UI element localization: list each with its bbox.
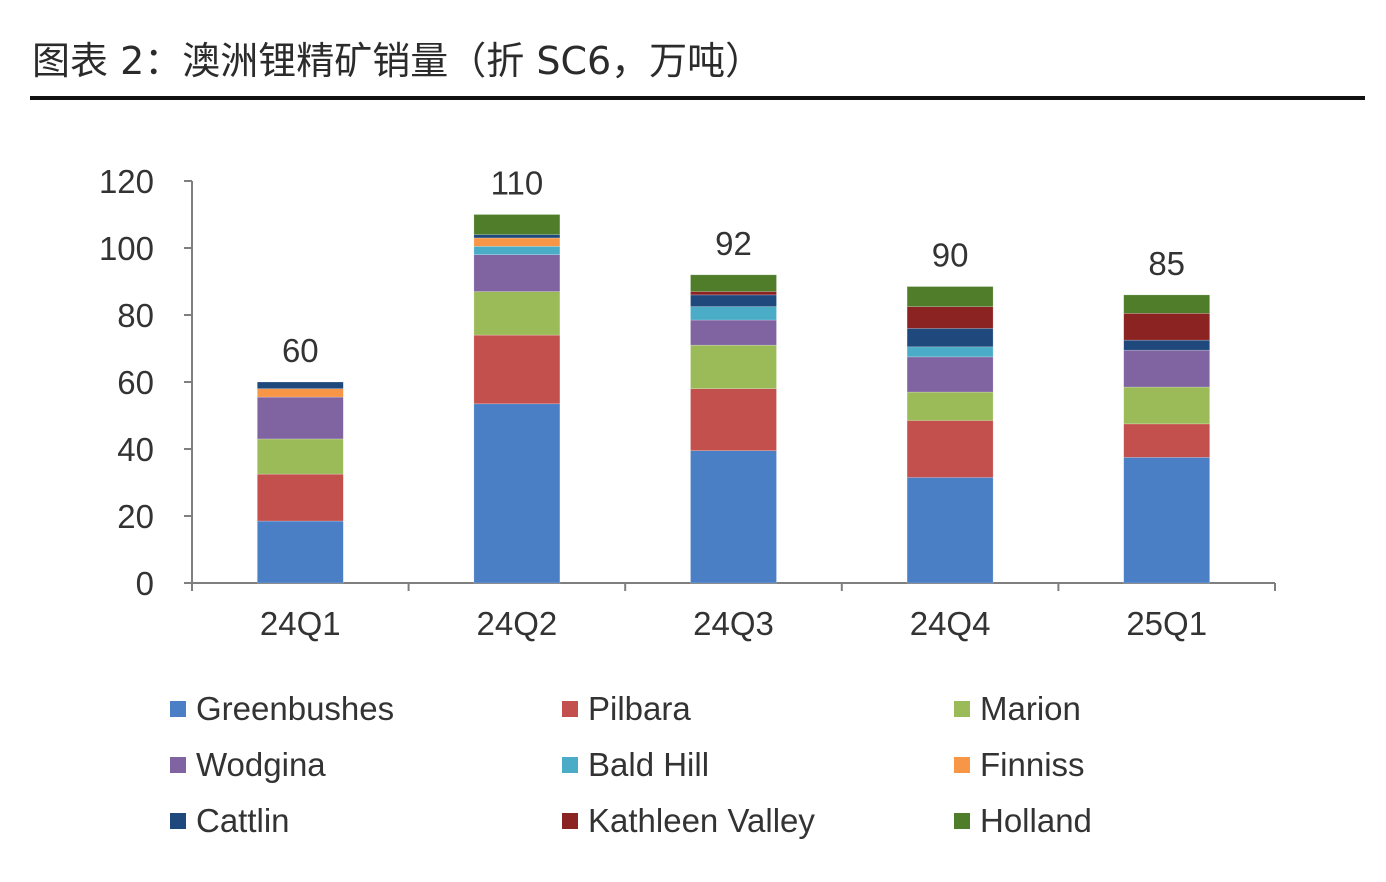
y-tick-label: 0 (136, 565, 154, 602)
x-tick-label-24q1: 24Q1 (260, 605, 341, 642)
legend-label-greenbushes: Greenbushes (196, 690, 395, 727)
bar-segment-pilbara-24q2 (473, 334, 561, 405)
bar-segment-marion-24q2 (473, 291, 561, 336)
total-label-24q1: 60 (282, 332, 319, 369)
bar-segment-kathleen-valley-24q3 (690, 291, 777, 296)
bar-segment-wodgina-25q1 (1123, 349, 1210, 388)
bar-segment-marion-25q1 (1123, 386, 1210, 425)
bar-segment-cattlin-24q4 (906, 328, 994, 348)
bar-segment-greenbushes-25q1 (1123, 457, 1210, 584)
bar-segment-greenbushes-24q1 (256, 520, 344, 584)
y-tick-label: 60 (117, 364, 154, 401)
bar-segment-pilbara-24q1 (256, 473, 344, 522)
legend-item-marion: Marion (954, 690, 1170, 728)
legend-label-finniss: Finniss (980, 746, 1085, 783)
bar-segment-bald-hill-24q3 (690, 306, 777, 321)
x-tick-label-24q4: 24Q4 (910, 605, 991, 642)
bar-segment-marion-24q1 (256, 438, 344, 475)
total-label-24q3: 92 (715, 225, 752, 262)
legend-swatch-cattlin (170, 813, 186, 829)
bar-segment-marion-24q4 (906, 391, 994, 421)
bar-segment-marion-24q3 (690, 344, 777, 389)
legend-swatch-bald-hill (562, 757, 578, 773)
total-label-25q1: 85 (1148, 245, 1185, 282)
legend-swatch-marion (954, 701, 970, 717)
y-tick-label: 100 (99, 230, 154, 267)
legend-label-holland: Holland (980, 802, 1092, 839)
bar-segment-greenbushes-24q4 (906, 477, 994, 584)
legend-item-pilbara: Pilbara (562, 690, 954, 728)
bar-segment-wodgina-24q3 (690, 319, 777, 346)
bar-segment-cattlin-24q1 (256, 381, 344, 389)
bar-segment-pilbara-24q3 (690, 388, 777, 451)
bar-segment-cattlin-25q1 (1123, 339, 1210, 351)
x-tick-label-24q3: 24Q3 (693, 605, 774, 642)
bar-segment-holland-24q2 (473, 214, 561, 235)
legend-label-wodgina: Wodgina (196, 746, 326, 783)
bar-segment-kathleen-valley-24q4 (906, 306, 994, 329)
title-underline (30, 96, 1365, 100)
bar-segment-holland-24q4 (906, 286, 994, 307)
legend-item-greenbushes: Greenbushes (170, 690, 562, 728)
bar-segment-wodgina-24q2 (473, 254, 561, 292)
chart-legend: Greenbushes Pilbara Marion Wodgina Bald Hill… (170, 690, 1170, 840)
legend-label-kathleen-valley: Kathleen Valley (588, 802, 815, 839)
bar-segment-bald-hill-24q4 (906, 346, 994, 358)
legend-item-holland: Holland (954, 802, 1170, 840)
legend-swatch-pilbara (562, 701, 578, 717)
total-label-24q4: 90 (932, 237, 969, 274)
bar-segment-wodgina-24q4 (906, 356, 994, 393)
legend-swatch-greenbushes (170, 701, 186, 717)
stacked-bar-chart: 0 20 40 60 80 100 120 60 24Q1 110 24Q2 92 24Q3 90 24Q4… (99, 163, 1276, 642)
legend-label-cattlin: Cattlin (196, 802, 290, 839)
legend-item-kathleen-valley: Kathleen Valley (562, 802, 954, 840)
y-tick-label: 120 (99, 163, 154, 200)
total-label-24q2: 110 (491, 165, 544, 202)
bar-segment-greenbushes-24q2 (473, 403, 561, 584)
bar-segment-cattlin-24q3 (690, 294, 777, 307)
y-tick-label: 80 (117, 297, 154, 334)
legend-label-marion: Marion (980, 690, 1081, 727)
bar-segment-kathleen-valley-25q1 (1123, 313, 1210, 341)
legend-swatch-kathleen-valley (562, 813, 578, 829)
legend-label-pilbara: Pilbara (588, 690, 691, 727)
bar-segment-pilbara-24q4 (906, 420, 994, 478)
bar-segment-holland-24q3 (690, 274, 777, 292)
y-tick-label: 20 (117, 498, 154, 535)
legend-item-wodgina: Wodgina (170, 746, 562, 784)
legend-swatch-holland (954, 813, 970, 829)
bar-segment-cattlin-24q2 (473, 234, 561, 239)
legend-label-bald-hill: Bald Hill (588, 746, 710, 783)
legend-item-cattlin: Cattlin (170, 802, 562, 840)
x-tick-label-24q2: 24Q2 (477, 605, 558, 642)
bar-segment-greenbushes-24q3 (690, 450, 777, 584)
bar-segment-finniss-24q2 (473, 237, 561, 247)
bar-segment-wodgina-24q1 (256, 396, 344, 440)
legend-swatch-finniss (954, 757, 970, 773)
bar-segment-finniss-24q1 (256, 388, 344, 398)
bar-segment-pilbara-25q1 (1123, 423, 1210, 458)
legend-item-finniss: Finniss (954, 746, 1170, 784)
bar-segment-holland-25q1 (1123, 294, 1210, 314)
legend-item-bald-hill: Bald Hill (562, 746, 954, 784)
x-tick-label-25q1: 25Q1 (1126, 605, 1207, 642)
legend-swatch-wodgina (170, 757, 186, 773)
y-tick-label: 40 (117, 431, 154, 468)
bar-segment-bald-hill-24q2 (473, 246, 561, 255)
chart-title: 图表 2：澳洲锂精矿销量（折 SC6，万吨） (32, 39, 764, 83)
